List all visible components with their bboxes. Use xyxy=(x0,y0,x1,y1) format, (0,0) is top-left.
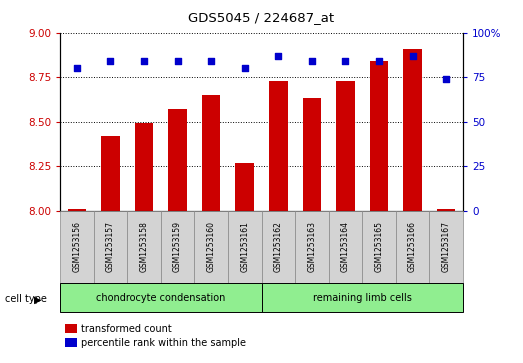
Bar xyxy=(262,283,463,312)
Bar xyxy=(168,109,187,211)
Point xyxy=(207,58,215,64)
Text: transformed count: transformed count xyxy=(81,323,172,334)
Point xyxy=(308,58,316,64)
Bar xyxy=(94,211,127,283)
Point xyxy=(140,58,148,64)
Point xyxy=(106,58,115,64)
Text: GSM1253157: GSM1253157 xyxy=(106,221,115,272)
Bar xyxy=(262,211,295,283)
Text: GSM1253160: GSM1253160 xyxy=(207,221,215,272)
Text: cell type: cell type xyxy=(5,294,47,305)
Text: GSM1253158: GSM1253158 xyxy=(140,221,149,272)
Bar xyxy=(67,209,86,211)
Bar xyxy=(60,283,262,312)
Bar xyxy=(437,209,456,211)
Text: GSM1253156: GSM1253156 xyxy=(72,221,82,272)
Point xyxy=(274,53,282,59)
Bar xyxy=(65,324,77,333)
Text: ▶: ▶ xyxy=(35,294,42,305)
Bar xyxy=(362,211,396,283)
Text: GSM1253166: GSM1253166 xyxy=(408,221,417,272)
Bar xyxy=(336,81,355,211)
Text: remaining limb cells: remaining limb cells xyxy=(313,293,412,303)
Bar xyxy=(295,211,328,283)
Point xyxy=(73,65,81,71)
Bar xyxy=(235,163,254,211)
Text: chondrocyte condensation: chondrocyte condensation xyxy=(96,293,225,303)
Bar xyxy=(303,98,321,211)
Bar xyxy=(101,136,120,211)
Text: GSM1253163: GSM1253163 xyxy=(308,221,316,272)
Bar xyxy=(60,211,94,283)
Point xyxy=(442,76,450,82)
Text: GSM1253161: GSM1253161 xyxy=(240,221,249,272)
Bar xyxy=(65,338,77,347)
Bar xyxy=(202,95,220,211)
Bar xyxy=(228,211,262,283)
Text: GSM1253164: GSM1253164 xyxy=(341,221,350,272)
Bar xyxy=(328,211,362,283)
Text: GSM1253165: GSM1253165 xyxy=(374,221,383,272)
Bar xyxy=(135,123,153,211)
Bar xyxy=(396,211,429,283)
Bar xyxy=(161,211,195,283)
Text: GSM1253159: GSM1253159 xyxy=(173,221,182,272)
Bar xyxy=(269,81,288,211)
Point xyxy=(341,58,349,64)
Point xyxy=(174,58,182,64)
Text: percentile rank within the sample: percentile rank within the sample xyxy=(81,338,246,348)
Text: GDS5045 / 224687_at: GDS5045 / 224687_at xyxy=(188,11,335,24)
Text: GSM1253167: GSM1253167 xyxy=(441,221,451,272)
Point xyxy=(241,65,249,71)
Bar xyxy=(429,211,463,283)
Point xyxy=(408,53,417,59)
Point xyxy=(375,58,383,64)
Bar xyxy=(370,61,388,211)
Text: GSM1253162: GSM1253162 xyxy=(274,221,283,272)
Bar xyxy=(195,211,228,283)
Bar xyxy=(403,49,422,211)
Bar xyxy=(127,211,161,283)
